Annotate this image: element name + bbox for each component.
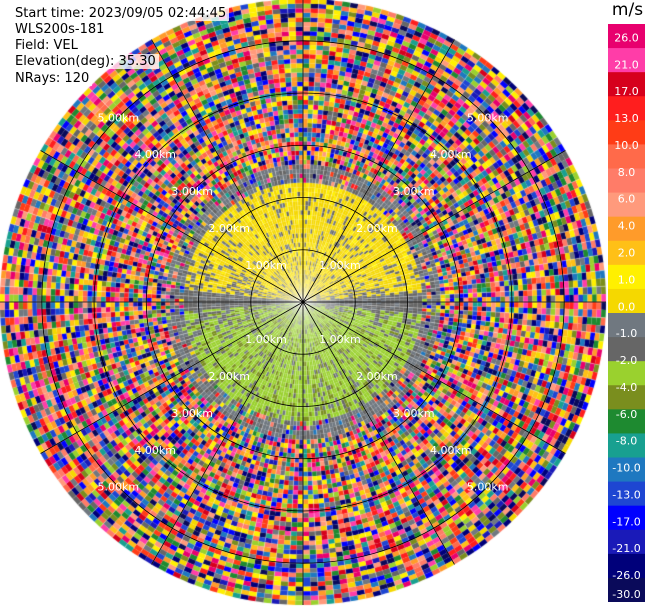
nrays-label: NRays: 120 xyxy=(12,71,93,86)
azimuth-spoke xyxy=(40,301,304,454)
colorbar-band xyxy=(608,457,645,483)
colorbar-tick-label: -2.0 xyxy=(616,354,637,367)
ring-label: 5.00km xyxy=(467,111,509,124)
azimuth-spoke xyxy=(302,301,566,454)
ring-label: 1.00km xyxy=(319,333,361,346)
colorbar-tick-label: 13.0 xyxy=(614,112,639,125)
ring-label: 5.00km xyxy=(98,481,140,494)
field-label: Field: VEL xyxy=(12,38,81,53)
ring-label: 3.00km xyxy=(171,407,213,420)
colorbar: 26.0 21.0 17.0 13.0 10.0 8.0 6.0 4.0 2.0 1.0 0.0 -1… xyxy=(608,24,645,602)
colorbar-tick-label: 26.0 xyxy=(614,31,639,44)
colorbar-band xyxy=(608,264,645,290)
azimuth-spoke xyxy=(302,301,455,565)
ring-label: 1.00km xyxy=(245,333,287,346)
ring-label: 1.00km xyxy=(245,259,287,272)
azimuth-spoke xyxy=(151,39,304,303)
colorbar-band xyxy=(608,385,645,410)
colorbar-band xyxy=(608,288,645,314)
azimuth-spoke xyxy=(40,150,304,303)
ring-label: 5.00km xyxy=(467,481,509,494)
ring-label: 4.00km xyxy=(134,148,176,161)
ring-label: 2.00km xyxy=(208,370,250,383)
ring-label: 3.00km xyxy=(393,407,435,420)
colorbar-band xyxy=(608,72,645,97)
colorbar-band xyxy=(608,216,645,242)
colorbar-band xyxy=(608,577,645,602)
colorbar-tick-label: -6.0 xyxy=(616,408,637,421)
colorbar-tick-label: -10.0 xyxy=(612,462,640,475)
colorbar-tick-label: 21.0 xyxy=(614,58,639,71)
azimuth-spoke xyxy=(151,301,304,565)
colorbar-tick-label: -8.0 xyxy=(616,435,637,448)
colorbar-tick-label: 6.0 xyxy=(618,193,636,206)
colorbar-tick-label: 1.0 xyxy=(618,273,636,286)
colorbar-tick-label: 17.0 xyxy=(614,85,639,98)
colorbar-tick-label: -30.0 xyxy=(612,588,640,601)
colorbar-band xyxy=(608,553,645,579)
ring-label: 2.00km xyxy=(208,222,250,235)
colorbar-tick-label: 0.0 xyxy=(618,300,636,313)
ring-label: 1.00km xyxy=(319,259,361,272)
colorbar-tick-label: -26.0 xyxy=(612,569,640,582)
ring-label: 4.00km xyxy=(134,444,176,457)
ring-label: 3.00km xyxy=(393,185,435,198)
colorbar-band xyxy=(608,192,645,218)
colorbar-band xyxy=(608,481,645,507)
colorbar-band xyxy=(608,433,645,458)
colorbar-band xyxy=(608,48,645,73)
colorbar-tick-label: -1.0 xyxy=(616,327,637,340)
colorbar-tick-label: 10.0 xyxy=(614,139,639,152)
colorbar-band xyxy=(608,361,645,386)
ring-label: 2.00km xyxy=(356,370,398,383)
colorbar-band xyxy=(608,168,645,194)
ring-label: 4.00km xyxy=(430,148,472,161)
instrument-label: WLS200s-181 xyxy=(12,22,108,37)
colorbar-tick-label: -13.0 xyxy=(612,488,640,501)
azimuth-spoke xyxy=(302,39,455,303)
colorbar-tick-label: -17.0 xyxy=(612,515,640,528)
colorbar-band xyxy=(608,24,645,49)
colorbar-tick-label: 2.0 xyxy=(618,247,636,260)
colorbar-tick-label: -21.0 xyxy=(612,542,640,555)
ring-label: 3.00km xyxy=(171,185,213,198)
colorbar-band xyxy=(608,120,645,145)
colorbar-band xyxy=(608,529,645,555)
colorbar-tick-label: 8.0 xyxy=(618,166,636,179)
colorbar-band xyxy=(608,96,645,121)
azimuth-spoke xyxy=(302,150,566,303)
ring-label: 5.00km xyxy=(98,111,140,124)
colorbar-tick-label: -4.0 xyxy=(616,381,637,394)
colorbar-tick-label: 4.0 xyxy=(618,220,636,233)
colorbar-band xyxy=(608,240,645,266)
ring-label: 4.00km xyxy=(430,444,472,457)
colorbar-band xyxy=(608,313,645,338)
elevation-label: Elevation(deg): 35.30 xyxy=(12,54,159,69)
ring-label: 2.00km xyxy=(356,222,398,235)
colorbar-band xyxy=(608,337,645,362)
start-time-label: Start time: 2023/09/05 02:44:45 xyxy=(12,6,230,21)
colorbar-unit-label: m/s xyxy=(611,0,644,20)
colorbar-band xyxy=(608,505,645,531)
colorbar-band xyxy=(608,144,645,169)
colorbar-band xyxy=(608,409,645,434)
